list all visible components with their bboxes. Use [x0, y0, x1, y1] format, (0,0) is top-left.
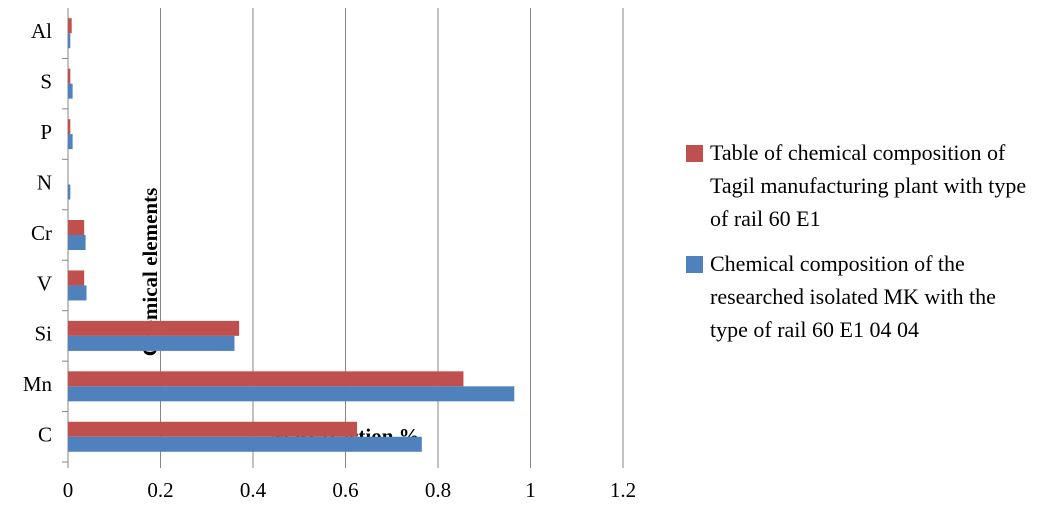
bar	[68, 421, 358, 437]
bar	[68, 18, 72, 34]
bar	[68, 134, 73, 150]
bar	[68, 68, 71, 84]
x-tick-label: 0.2	[147, 478, 173, 502]
y-tick-label: C	[38, 423, 52, 447]
bar	[68, 83, 73, 99]
y-tick-label: Cr	[31, 221, 52, 245]
y-tick-label: S	[40, 69, 52, 93]
x-tick-label: 0.6	[332, 478, 358, 502]
legend: Table of chemical composition of Tagil m…	[686, 136, 1036, 358]
bar	[68, 335, 235, 351]
y-tick-label: P	[40, 120, 52, 144]
legend-swatch	[686, 145, 703, 162]
legend-swatch	[686, 256, 703, 273]
bar	[68, 270, 85, 286]
x-tick-label: 0.8	[425, 478, 451, 502]
x-tick-label: 0.4	[240, 478, 267, 502]
legend-label: Chemical composition of the researched i…	[710, 251, 996, 342]
y-tick-label: Si	[34, 322, 52, 346]
legend-label: Table of chemical composition of Tagil m…	[710, 140, 1027, 231]
bar	[68, 220, 85, 235]
bar	[68, 119, 71, 135]
y-tick-label: N	[37, 170, 52, 194]
bar	[68, 371, 464, 387]
x-tick-label: 1.2	[610, 478, 636, 502]
bar	[68, 285, 87, 301]
y-tick-label: Mn	[23, 372, 53, 396]
x-tick-label: 0	[63, 478, 74, 502]
bar	[68, 386, 515, 402]
bar	[68, 235, 86, 250]
bar	[68, 33, 71, 49]
x-tick-label: 1	[525, 478, 536, 502]
bar	[68, 320, 240, 336]
legend-item: Table of chemical composition of Tagil m…	[686, 136, 1036, 235]
bar	[68, 436, 422, 452]
legend-item: Chemical composition of the researched i…	[686, 247, 1036, 346]
bar	[68, 184, 71, 200]
y-tick-label: Al	[31, 19, 52, 43]
y-tick-label: V	[37, 271, 52, 295]
